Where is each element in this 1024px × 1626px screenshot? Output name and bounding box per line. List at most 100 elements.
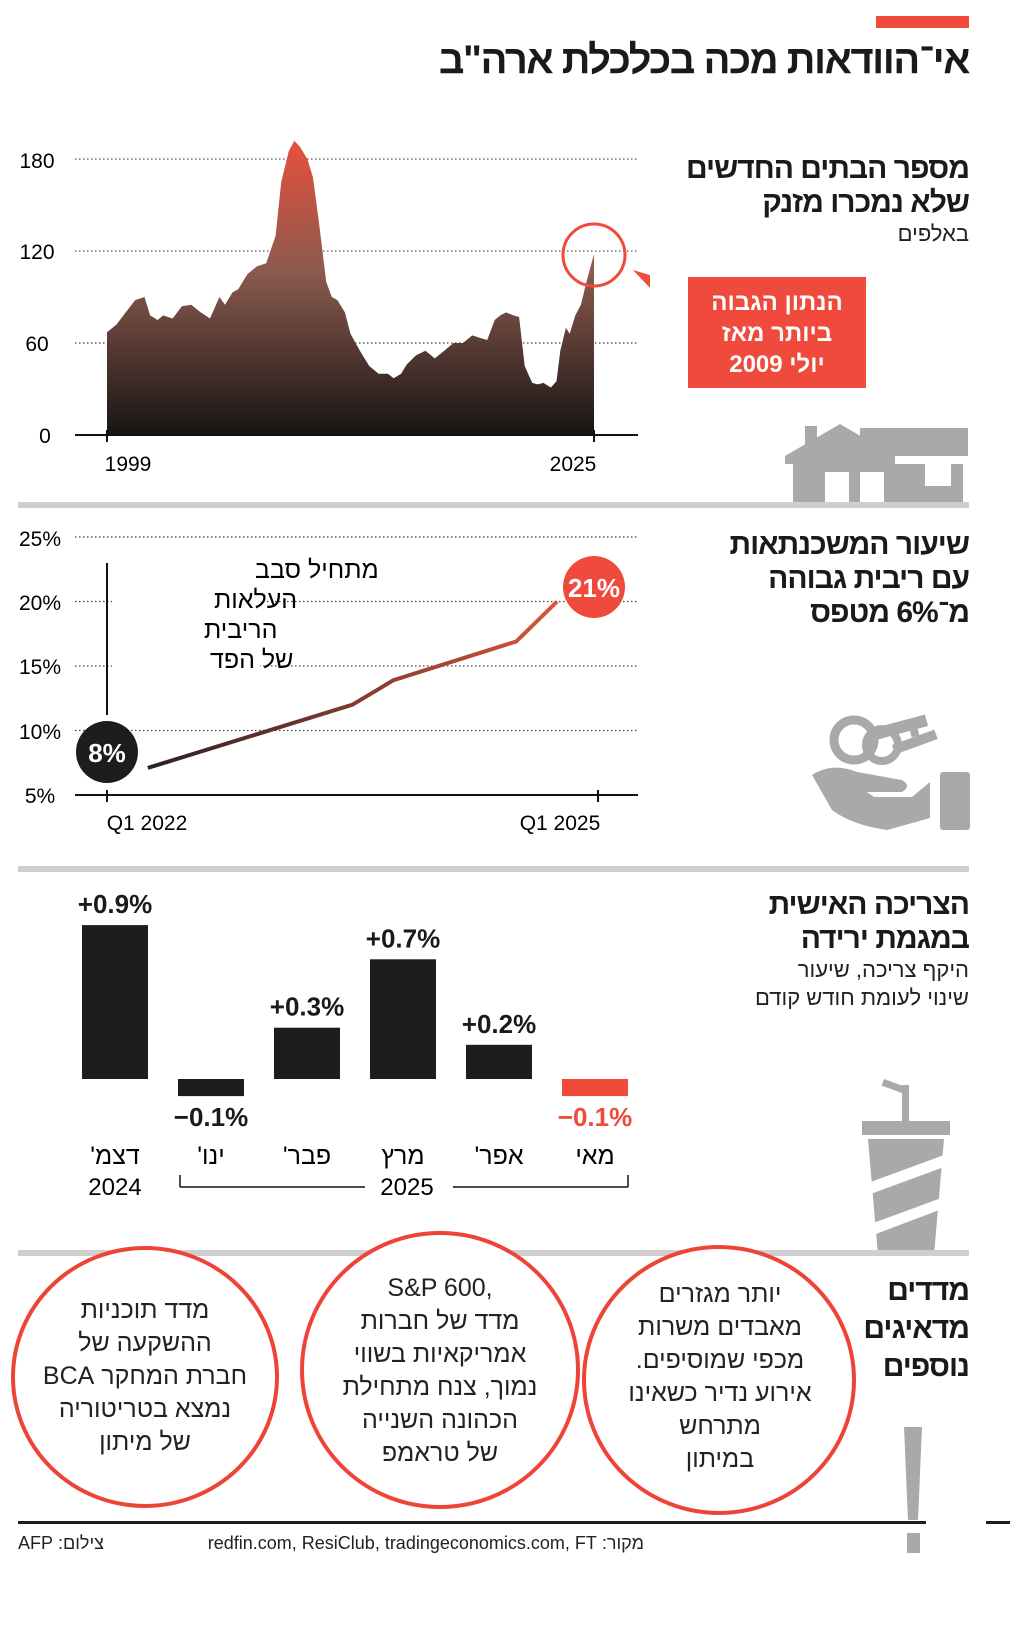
year-label: 2024 [88, 1174, 141, 1201]
bar [466, 1044, 532, 1079]
y-tick-label: 25% [19, 528, 61, 551]
section2-title-line: עם ריבית גבוהה [768, 562, 970, 595]
section3-subtitle-line: היקף צריכה, שיעור [797, 957, 969, 982]
indicator-line: מאבדים משרות [638, 1313, 802, 1341]
annotation-line-text: העלאות [214, 586, 297, 614]
bar-value-label: +0.2% [462, 1009, 536, 1039]
drink-cup-icon [862, 1079, 950, 1255]
section-divider [18, 502, 969, 508]
indicator-text-jobs: יותר מגזרים מאבדים משרות מכפי שמוסיפים. … [590, 1278, 850, 1476]
section1-title-line: מספר הבתים החדשים [686, 152, 970, 185]
indicator-line: נמוך, צנח מתחילת [342, 1373, 538, 1401]
indicator-line: S&P 600, [387, 1274, 493, 1302]
callout-line: ביותר מאז [721, 320, 833, 347]
y-tick-label: 120 [19, 241, 54, 264]
indicator-circle [11, 1246, 279, 1508]
callout-box: הנתון הגבוה ביותר מאז יולי 2009 [688, 277, 866, 388]
category-label: דצמ' [90, 1142, 140, 1170]
indicator-circles [11, 1231, 856, 1515]
category-label: מאי [575, 1142, 614, 1170]
indicator-line: נמצא בטריטוריה [58, 1395, 232, 1423]
indicator-line: של מיתון [99, 1428, 191, 1456]
callout-pointer [633, 270, 650, 288]
bar-value-label: +0.3% [270, 992, 344, 1022]
callout-line: יולי 2009 [729, 351, 825, 378]
section4-title: מדדים מדאיגים נוספים [863, 1272, 970, 1386]
footer-rule [986, 1521, 1010, 1524]
section3-title-line: הצריכה האישית [768, 888, 970, 921]
category-label: פבר' [283, 1142, 331, 1170]
page-title: אי־הוודאות מכה בכלכלת ארה"ב [438, 38, 971, 82]
header-accent-bar [876, 16, 969, 28]
indicator-line: מתרחש [679, 1412, 761, 1440]
section1-title: מספר הבתים החדשים שלא נמכרו מזנק באלפים [686, 152, 970, 248]
y-tick-label: 15% [19, 656, 61, 679]
section4-title-line: מדאיגים [863, 1312, 970, 1345]
line-series [147, 600, 559, 770]
annotation-line-text: של הפד [210, 646, 293, 674]
indicator-text-sp600: S&P 600, מדד של חברות אמריקאיות בשווי נמ… [310, 1272, 570, 1470]
section3-title-line: במגמת ירידה [800, 922, 970, 955]
bar-value-label: +0.7% [366, 923, 440, 953]
bar [178, 1079, 244, 1097]
footer-source: מקור: redfin.com, ResiClub, tradingecono… [207, 1533, 644, 1553]
start-value-marker [76, 721, 138, 783]
y-tick-label: 5% [25, 785, 55, 808]
footer-rule [18, 1521, 926, 1524]
year-label: 2025 [380, 1174, 433, 1201]
section2-title-line: מ־6% מטפס [810, 596, 970, 629]
end-value-label: 21% [568, 573, 620, 603]
annotation-line-text: מתחיל סבב [255, 556, 379, 584]
x-tick-label: 2025 [550, 453, 597, 476]
indicator-line: ההשקעה של [78, 1329, 212, 1357]
x-tick-label: Q1 2022 [107, 812, 188, 835]
section2-title-line: שיעור המשכנתאות [729, 528, 970, 561]
category-label: ינו' [197, 1142, 225, 1170]
chart-unsold-homes: 0 60 120 180 1999 2025 [19, 140, 650, 476]
x-tick-label: 1999 [105, 453, 152, 476]
category-label: מרץ [381, 1142, 424, 1170]
indicator-circle [582, 1245, 856, 1515]
annotation-line-text: הריבית [204, 616, 277, 644]
section3-subtitle-line: שינוי לעומת חודש קודם [755, 985, 969, 1010]
chart-consumer-spending: 2024 2025 +0.9% דצמ' −0.1% ינו' +0.3% פבר' +0.… [78, 889, 632, 1201]
callout-line: הנתון הגבוה [711, 289, 843, 316]
y-tick-label: 10% [19, 721, 61, 744]
indicator-circle [300, 1231, 580, 1509]
indicator-line: של טראמפ [381, 1439, 499, 1467]
section4-title-line: נוספים [882, 1350, 970, 1383]
exclamation-icon [904, 1427, 922, 1553]
start-value-label: 8% [88, 738, 126, 768]
indicator-line: מדד תוכניות [80, 1296, 210, 1324]
x-tick-label: Q1 2025 [520, 812, 601, 835]
keys-in-hand-icon [812, 714, 970, 830]
bar [274, 1027, 340, 1079]
indicator-line: יותר מגזרים [658, 1280, 782, 1308]
area-series [107, 140, 594, 435]
chart-mortgage-rates: 5% 10% 15% 20% 25% Q1 2022 Q1 2025 מתחיל… [19, 528, 638, 835]
indicator-line: אירוע נדיר כשאינו [628, 1379, 812, 1407]
house-icon [785, 424, 968, 502]
indicator-line: מכפי שמוסיפים. [635, 1346, 805, 1374]
bar [82, 925, 148, 1079]
section1-unit: באלפים [897, 221, 969, 246]
y-tick-label: 180 [19, 150, 54, 173]
indicator-text-bca: מדד תוכניות ההשקעה של חברת המחקר BCA נמצ… [15, 1294, 275, 1459]
indicator-line: הכהונה השנייה [362, 1406, 518, 1434]
section-divider [18, 866, 969, 872]
footer-photo-credit: צילום: AFP [18, 1533, 104, 1553]
bar-value-label: −0.1% [174, 1102, 248, 1132]
category-label: אפר' [474, 1142, 523, 1170]
bar-value-label: +0.9% [78, 889, 152, 919]
indicator-line: אמריקאיות בשווי [353, 1340, 527, 1368]
end-value-marker [563, 556, 625, 618]
section4-title-line: מדדים [887, 1274, 970, 1307]
bar [562, 1079, 628, 1097]
indicator-line: במיתון [685, 1445, 755, 1473]
indicator-line: חברת המחקר BCA [42, 1362, 248, 1390]
section1-title-line: שלא נמכרו מזנק [762, 186, 970, 219]
highlight-circle [561, 222, 627, 288]
y-tick-label: 20% [19, 592, 61, 615]
y-tick-label: 60 [25, 333, 48, 356]
bar [370, 959, 436, 1079]
